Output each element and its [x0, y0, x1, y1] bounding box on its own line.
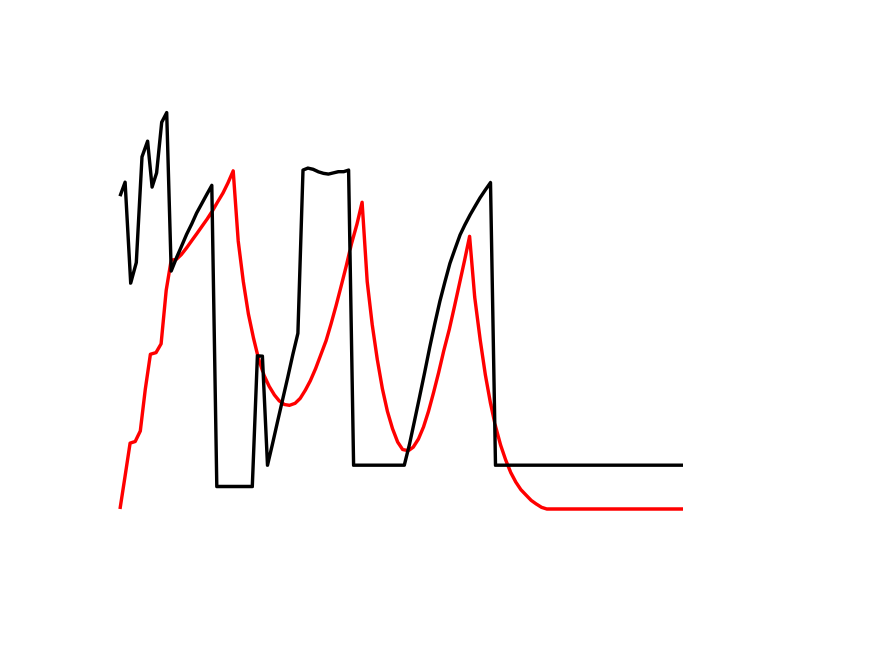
series-line-1: [118, 169, 683, 511]
series-line-2: [118, 110, 683, 489]
plot-area: [118, 110, 683, 511]
